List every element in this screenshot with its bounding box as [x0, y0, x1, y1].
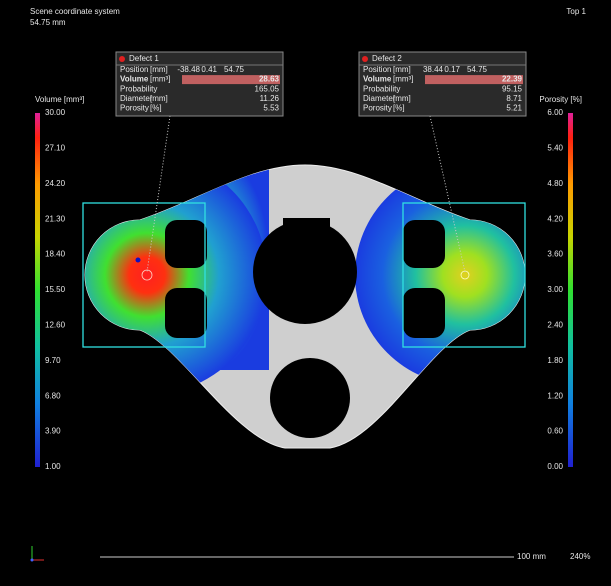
- row-unit: [mm³]: [150, 75, 170, 84]
- defect-marker: [141, 269, 153, 281]
- scale-tick-label: 6.80: [45, 391, 61, 400]
- defect-icon: [119, 56, 125, 62]
- defect-title: Defect 2: [372, 54, 402, 63]
- row-value: 165.05: [255, 84, 280, 93]
- scale-tick-label: 1.00: [45, 462, 61, 471]
- defect-title: Defect 1: [129, 54, 159, 63]
- color-bar: [568, 113, 573, 467]
- row-unit: [mm]: [393, 65, 411, 74]
- axis-triad: [30, 546, 44, 562]
- scale-title: Porosity [%]: [539, 95, 582, 104]
- row-unit: [mm]: [150, 94, 168, 103]
- scale-tick-label: 3.60: [547, 250, 563, 259]
- leader-line: [146, 115, 171, 273]
- roi-box: [82, 202, 206, 348]
- scale-tick-label: 15.50: [45, 285, 66, 294]
- depth: 54.75 mm: [30, 18, 66, 27]
- scale-tick-label: 27.10: [45, 144, 66, 153]
- scale-tick-label: 3.00: [547, 285, 563, 294]
- row-value: 5.53: [263, 104, 279, 113]
- row-label: Probability: [120, 84, 157, 93]
- center-hole: [253, 220, 357, 324]
- row-label: Volume: [363, 75, 392, 84]
- scale-tick-label: 24.20: [45, 179, 66, 188]
- scale-bar-label: 100 mm: [517, 552, 546, 561]
- row-value: 11.26: [260, 94, 280, 103]
- row-value: 5.21: [506, 104, 522, 113]
- scale-tick-label: 6.00: [547, 108, 563, 117]
- row-unit: [%]: [393, 104, 405, 113]
- row-label: Volume: [120, 75, 149, 84]
- row-label: Diameter: [120, 94, 153, 103]
- value-highlight: [182, 75, 280, 85]
- slot: [403, 220, 445, 268]
- scale-tick-label: 30.00: [45, 108, 66, 117]
- slot: [165, 288, 207, 338]
- row-label: Position: [363, 65, 391, 74]
- row-unit: [mm]: [150, 65, 168, 74]
- key-slot: [283, 218, 330, 230]
- scale-title: Volume [mm³]: [35, 95, 84, 104]
- row-value: -38.48: [177, 65, 200, 74]
- roi-box: [402, 202, 526, 348]
- row-value: 38.44: [423, 65, 444, 74]
- row-unit: [mm]: [393, 94, 411, 103]
- scale-tick-label: 12.60: [45, 321, 66, 330]
- scale-tick-label: 18.40: [45, 250, 66, 259]
- zoom: 240%: [570, 552, 590, 561]
- scale-tick-label: 1.20: [547, 391, 563, 400]
- scale-tick-label: 0.00: [547, 462, 563, 471]
- view-name: Top 1: [566, 7, 586, 16]
- row-label: Probability: [363, 84, 400, 93]
- slot: [403, 288, 445, 338]
- scale-tick-label: 9.70: [45, 356, 61, 365]
- row-unit: [%]: [150, 104, 162, 113]
- scale-tick-label: 4.20: [547, 214, 563, 223]
- coordinate-system: Scene coordinate system: [30, 7, 120, 16]
- pore: [135, 257, 141, 263]
- row-label: Diameter: [363, 94, 396, 103]
- row-value: 54.75: [467, 65, 488, 74]
- row-label: Position: [120, 65, 148, 74]
- heatmap-right: [355, 165, 525, 385]
- defect-marker: [460, 270, 470, 280]
- heatmap-right: [355, 165, 525, 385]
- row-value: 95.15: [502, 84, 523, 93]
- scale-tick-label: 2.40: [547, 321, 563, 330]
- row-value: 0.41: [201, 65, 217, 74]
- bottom-hole: [270, 358, 350, 438]
- row-value: 8.71: [506, 94, 522, 103]
- scale-tick-label: 1.80: [547, 356, 563, 365]
- row-value: 28.63: [259, 75, 280, 84]
- row-unit: [mm³]: [393, 75, 413, 84]
- row-label: Porosity: [120, 104, 149, 113]
- slot: [165, 220, 207, 268]
- row-value: 22.39: [502, 75, 523, 84]
- defect-icon: [362, 56, 368, 62]
- scale-tick-label: 0.60: [547, 427, 563, 436]
- scale-tick-label: 3.90: [45, 427, 61, 436]
- color-bar: [35, 113, 40, 467]
- row-label: Porosity: [363, 104, 392, 113]
- scale-tick-label: 4.80: [547, 179, 563, 188]
- scale-tick-label: 5.40: [547, 144, 563, 153]
- row-value: 0.17: [444, 65, 460, 74]
- heatmap-left: [27, 155, 267, 395]
- row-value: 54.75: [224, 65, 245, 74]
- value-highlight: [425, 75, 523, 85]
- scale-tick-label: 21.30: [45, 214, 66, 223]
